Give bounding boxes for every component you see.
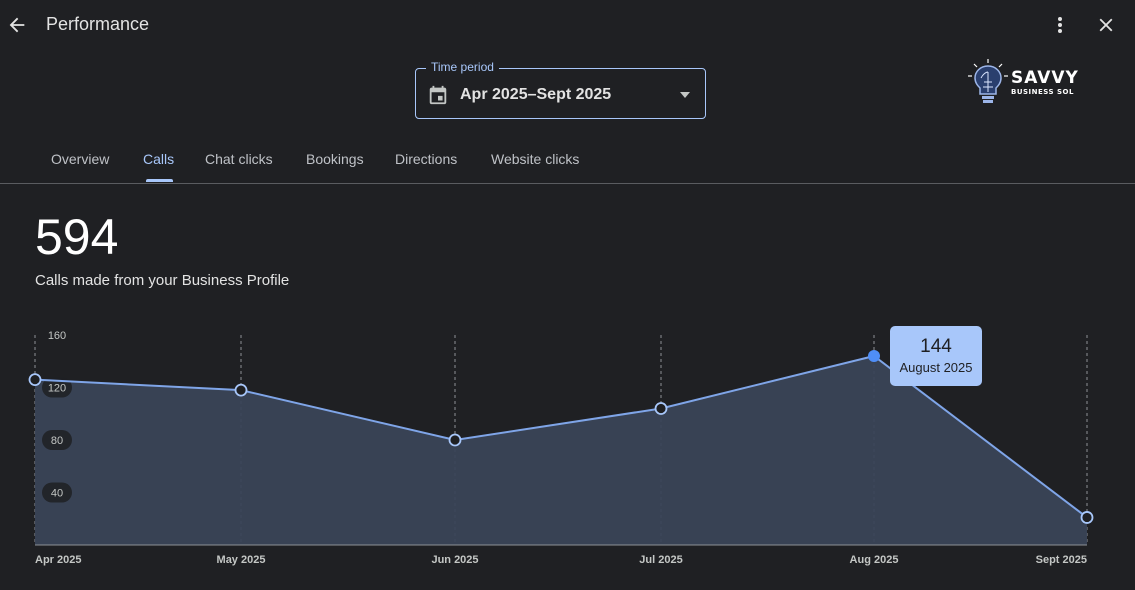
y-tick-label-120: 120: [48, 383, 66, 395]
data-point-0: [28, 373, 42, 387]
tab-bar: Overview Calls Chat clicks Bookings Dire…: [0, 140, 1135, 184]
tab-overview[interactable]: Overview: [51, 151, 110, 167]
arrow-back-icon[interactable]: [6, 14, 28, 36]
tab-bookings[interactable]: Bookings: [306, 151, 364, 167]
data-point-4: [868, 350, 880, 362]
chart-area: [35, 356, 1087, 545]
y-tick-label-80: 80: [51, 435, 63, 447]
total-calls-description: Calls made from your Business Profile: [35, 272, 290, 289]
lightbulb-brain-icon: [968, 59, 1008, 103]
x-tick-label-0: Apr 2025: [35, 554, 81, 566]
data-point-1: [234, 383, 248, 397]
total-calls-value: 594: [35, 209, 119, 265]
x-tick-label-4: Aug 2025: [850, 554, 899, 566]
y-tick-pill-120: [42, 377, 72, 398]
tab-directions[interactable]: Directions: [395, 151, 458, 167]
calendar-icon: [429, 85, 447, 105]
x-tick-label-5: Sept 2025: [1036, 554, 1087, 566]
x-tick-label-2: Jun 2025: [431, 554, 478, 566]
x-tick-label-1: May 2025: [217, 554, 266, 566]
tab-website-clicks[interactable]: Website clicks: [491, 151, 580, 167]
dropdown-arrow-icon: [680, 92, 690, 98]
data-point-5: [1080, 511, 1094, 524]
logo-subtitle: BUSINESS SOL: [1011, 88, 1074, 96]
time-period-value: Apr 2025–Sept 2025: [460, 86, 612, 103]
page-title: Performance: [46, 14, 150, 34]
brand-logo: SAVVY BUSINESS SOL: [966, 58, 1081, 108]
y-tick-pill-40: [42, 482, 72, 503]
y-tick-label-40: 40: [51, 488, 63, 500]
tab-calls[interactable]: Calls: [143, 151, 175, 167]
close-icon[interactable]: [1095, 14, 1117, 36]
time-period-select[interactable]: Time period Apr 2025–Sept 2025: [415, 60, 706, 119]
active-tab-indicator: [146, 179, 173, 182]
time-period-label: Time period: [426, 60, 499, 74]
y-tick-pill-80: [42, 430, 72, 450]
y-tick-label-160: 160: [48, 330, 66, 342]
app-header: Performance: [0, 0, 1135, 50]
data-point-3: [654, 402, 668, 415]
tooltip-value: 144: [920, 336, 952, 357]
data-point-2: [448, 433, 462, 447]
x-tick-label-3: Jul 2025: [639, 554, 682, 566]
tab-chat-clicks[interactable]: Chat clicks: [205, 151, 273, 167]
more-vert-icon[interactable]: [1050, 14, 1070, 36]
tooltip-label: August 2025: [899, 360, 973, 375]
chart-tooltip: 144 August 2025: [890, 326, 982, 386]
logo-word: SAVVY: [1011, 68, 1079, 88]
